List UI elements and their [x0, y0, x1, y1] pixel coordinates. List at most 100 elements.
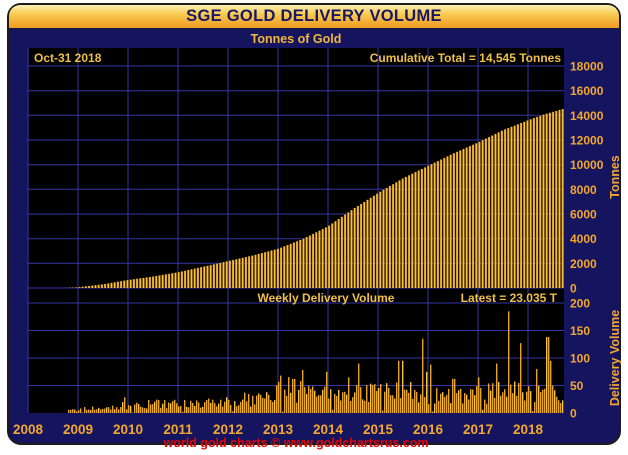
cumulative-bar	[455, 151, 459, 288]
cumulative-bar	[215, 263, 219, 288]
weekly-bar	[208, 398, 210, 413]
weekly-bar	[96, 409, 98, 413]
weekly-bar	[236, 406, 238, 413]
top-y-tick-label: 14000	[570, 109, 604, 123]
cumulative-bar	[289, 243, 292, 288]
cumulative-bar	[311, 233, 315, 288]
plot-background	[28, 48, 564, 413]
cumulative-bar	[119, 281, 123, 288]
weekly-bar	[180, 405, 182, 413]
weekly-bar	[122, 402, 124, 413]
cumulative-bar	[465, 147, 468, 288]
weekly-bar	[76, 411, 78, 413]
weekly-bar	[90, 410, 92, 413]
weekly-bar	[538, 385, 540, 413]
cumulative-bar	[107, 283, 110, 288]
weekly-bar	[216, 406, 218, 413]
weekly-bar	[68, 409, 70, 413]
weekly-bar	[86, 409, 88, 413]
weekly-bar	[238, 405, 240, 413]
x-tick-label: 2018	[513, 422, 544, 437]
cumulative-bar	[395, 182, 398, 288]
weekly-bar	[258, 393, 260, 413]
cumulative-bar	[299, 240, 302, 288]
cumulative-bar	[372, 195, 375, 288]
cumulative-bar	[523, 121, 526, 288]
weekly-bar	[502, 392, 504, 413]
weekly-bar	[332, 409, 334, 413]
weekly-bar	[304, 387, 306, 413]
weekly-bar	[336, 396, 338, 413]
weekly-bar	[424, 397, 426, 413]
weekly-bar	[384, 391, 386, 413]
cumulative-bar	[401, 178, 404, 288]
weekly-bar	[488, 383, 490, 413]
weekly-bar	[286, 395, 288, 413]
weekly-bar	[382, 410, 384, 413]
cumulative-bar	[427, 165, 430, 288]
weekly-bar	[516, 395, 518, 413]
weekly-bar	[88, 409, 90, 413]
weekly-bar	[254, 404, 256, 413]
weekly-bar	[82, 412, 84, 413]
bottom-y-tick-label: 50	[570, 379, 584, 393]
weekly-bar	[414, 389, 416, 413]
weekly-bar	[174, 399, 176, 413]
cumulative-bar	[257, 253, 260, 288]
weekly-bar	[366, 385, 368, 413]
cumulative-bar	[471, 144, 475, 288]
weekly-bar	[162, 403, 164, 413]
weekly-bar	[80, 408, 82, 413]
cumulative-bar	[212, 264, 215, 288]
weekly-bar	[202, 406, 204, 413]
weekly-bar	[534, 402, 536, 413]
weekly-bar	[364, 400, 366, 413]
cumulative-bar	[148, 277, 151, 288]
weekly-bar	[214, 403, 216, 413]
weekly-bar	[506, 396, 508, 413]
cumulative-bar	[238, 258, 241, 288]
cumulative-bar	[350, 210, 353, 288]
cumulative-bar	[539, 115, 542, 288]
weekly-bar	[314, 390, 316, 413]
cumulative-bar	[142, 277, 145, 288]
cumulative-bar	[443, 157, 446, 288]
weekly-bar	[170, 403, 172, 413]
weekly-bar	[458, 390, 460, 413]
weekly-bar	[518, 383, 520, 413]
cumulative-bar	[356, 206, 359, 288]
cumulative-bar	[135, 278, 139, 288]
cumulative-bar	[244, 257, 247, 288]
cumulative-bar	[459, 150, 462, 288]
cumulative-bar	[414, 172, 417, 288]
cumulative-bar	[190, 269, 193, 288]
weekly-bar	[98, 407, 100, 413]
weekly-bar	[324, 386, 326, 413]
cumulative-bar	[139, 278, 142, 288]
weekly-bar	[526, 391, 528, 413]
cumulative-bar	[433, 162, 436, 288]
weekly-bar	[490, 390, 492, 413]
weekly-bar	[562, 400, 564, 413]
weekly-bar	[242, 399, 244, 413]
cumulative-bar	[340, 216, 343, 288]
cumulative-bar	[199, 267, 203, 288]
cumulative-bar	[283, 246, 286, 288]
cumulative-bar	[151, 276, 155, 288]
top-y-tick-label: 10000	[570, 158, 604, 172]
x-tick-label: 2016	[413, 422, 444, 437]
cumulative-bar	[308, 235, 311, 288]
cumulative-bar	[430, 164, 433, 288]
weekly-bar	[426, 371, 428, 414]
weekly-bar	[430, 364, 432, 413]
weekly-volume-annotation: Weekly Delivery Volume	[258, 291, 395, 305]
weekly-bar	[386, 383, 388, 413]
cumulative-bar	[203, 266, 206, 288]
x-tick-label: 2017	[463, 422, 493, 437]
cumulative-bar	[535, 116, 539, 289]
cumulative-bar	[449, 154, 452, 288]
cumulative-bar	[260, 253, 263, 288]
weekly-bar	[420, 394, 422, 413]
cumulative-total-annotation: Cumulative Total = 14,545 Tonnes	[370, 51, 562, 65]
weekly-bar	[352, 397, 354, 413]
